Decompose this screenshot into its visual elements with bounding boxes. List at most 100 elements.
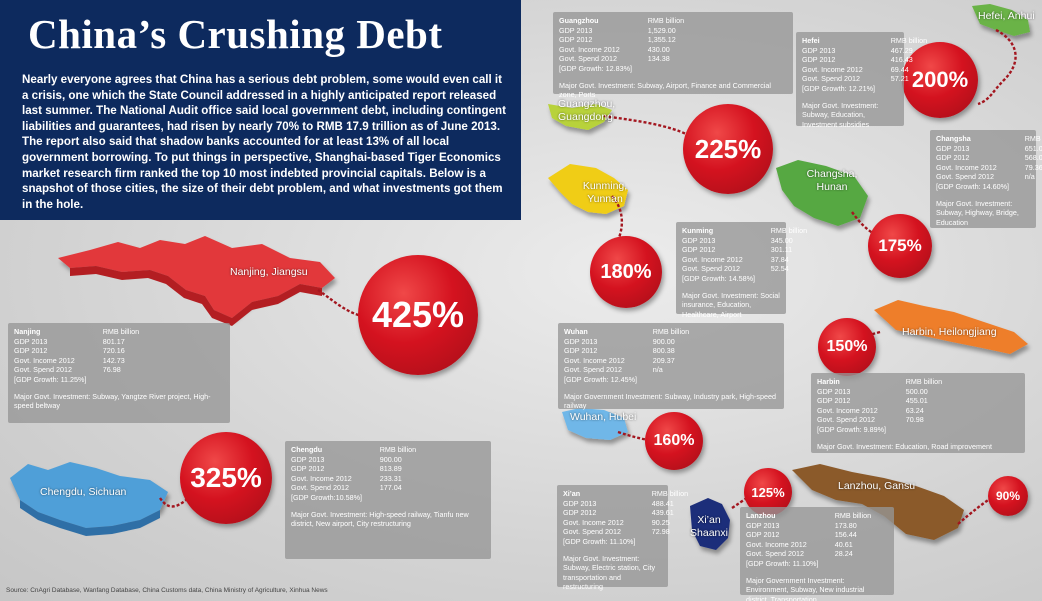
card-row-value: 1,355.12 [647,35,676,45]
card-row-value: 69.44 [890,64,909,74]
card-row-label: GDP 2012 [14,346,48,356]
card-row-value: 430.00 [647,44,670,54]
map-label-chengdu: Chengdu, Sichuan [40,486,127,498]
data-card-kunming: Kunming RMB billion GDP 2013 345.00 GDP 2012… [676,222,807,319]
card-row-value: 173.80 [834,520,857,530]
card-row: GDP 2012 813.89 [291,464,416,474]
card-row-label: Govt. Income 2012 [559,44,620,54]
card-row: Govt. Spend 2012 72.98 [563,527,688,537]
hubei-province-shape [562,408,628,440]
card-row: Govt. Income 2012 430.00 [559,45,684,55]
card-row: Govt. Income 2012 90.25 [563,518,688,528]
card-row-label: Govt. Income 2012 [817,405,878,415]
card-unit: RMB billion [890,36,928,45]
heilongjiang-province-shape [874,300,1028,354]
card-row-label: Govt. Spend 2012 [802,74,860,84]
card-table: Xi’an RMB billion GDP 2013 488.41 GDP 2012 43… [563,489,688,547]
card-row-value: 651.00 [1024,143,1042,153]
card-investment: Major Govt. Investment: Subway, Airport,… [559,80,771,100]
map-label-kunming: Kunming, Yunnan [582,180,628,205]
card-row-value: 1,529.00 [647,25,676,35]
debt-ratio-badge-hefei: 200% [902,42,978,118]
card-row-label: Govt. Income 2012 [746,539,807,549]
card-row: GDP 2012 455.01 [817,396,942,406]
card-row-label: Govt. Spend 2012 [559,54,617,64]
card-row-label: Govt. Spend 2012 [817,415,875,425]
card-row: GDP 2013 651.00 [936,144,1042,154]
map-label-harbin: Harbin, Heilongjiang [902,326,997,338]
card-row-label: Govt. Income 2012 [682,254,743,264]
data-card-wuhan: Wuhan RMB billion GDP 2013 900.00 GDP 2012 80… [558,323,784,410]
card-row: GDP 2012 301.11 [682,245,807,255]
card-gdp-growth: [GDP Growth: 11.10%] [563,536,636,546]
card-city-name: Chengdu [291,445,323,454]
card-row-label: Govt. Spend 2012 [564,365,622,375]
jiangsu-province-edge [70,266,322,326]
debt-ratio-badge-guangzhou: 225% [683,104,773,194]
card-table: Hefei RMB billion GDP 2013 467.29 GDP 2012 41… [802,36,927,94]
card-row-label: GDP 2013 [817,386,851,396]
card-row: Govt. Income 2012 142.73 [14,356,139,366]
debt-ratio-badge-nanjing: 425% [358,255,478,375]
card-row: Govt. Spend 2012 n/a [936,172,1042,182]
card-row: Govt. Spend 2012 57.21 [802,74,927,84]
card-unit: RMB billion [379,445,417,454]
card-unit: RMB billion [102,327,140,336]
card-investment: Major Govt. Investment: Social insurance… [682,290,780,319]
card-row-label: GDP 2013 [802,45,836,55]
data-card-lanzhou: Lanzhou RMB billion GDP 2013 173.80 GDP 2012… [740,507,894,601]
card-unit: RMB billion [834,511,872,520]
card-row: GDP 2012 416.43 [802,55,927,65]
data-card-harbin: Harbin RMB billion GDP 2013 500.00 GDP 2012 4… [811,373,1025,453]
debt-ratio-badge-harbin: 150% [818,318,876,376]
card-row-value: 63.24 [905,405,924,415]
card-row: GDP 2013 467.29 [802,46,927,56]
debt-ratio-badge-chengdu: 325% [180,432,272,524]
card-row-value: 52.54 [770,264,789,274]
gansu-province-shape [792,464,964,540]
map-label-guangzhou: Guangzhou, Guangdong [558,98,616,123]
card-unit: RMB billion [652,327,690,336]
card-gdp-growth: [GDP Growth:10.58%] [291,492,362,502]
card-row: Govt. Income 2012 69.44 [802,65,927,75]
card-row: GDP 2012 1,355.12 [559,35,684,45]
card-row-value: 813.89 [379,464,402,474]
card-table: Lanzhou RMB billion GDP 2013 173.80 GDP 2012… [746,511,871,569]
card-row-value: 568.06 [1024,153,1042,163]
card-row-label: GDP 2013 [563,498,597,508]
card-investment: Major Govt. Investment: Subway, Electric… [563,553,656,592]
card-unit: RMB billion [770,226,808,235]
card-row-label: Govt. Spend 2012 [682,264,740,274]
map-label-wuhan: Wuhan, Hubei [570,411,637,423]
card-unit: RMB billion [651,489,689,498]
card-gdp-growth: [GDP Growth: 12.83%] [559,63,632,73]
card-gdp-growth: [GDP Growth: 14.60%] [936,181,1009,191]
card-city-name: Hefei [802,36,820,45]
card-row: Govt. Spend 2012 177.04 [291,483,416,493]
card-row: Govt. Spend 2012 70.98 [817,415,942,425]
data-card-xian: Xi’an RMB billion GDP 2013 488.41 GDP 2012 43… [557,485,688,591]
card-city-name: Guangzhou [559,16,599,25]
card-row-value: 416.43 [890,55,913,65]
header-panel: China’s Crushing Debt Nearly everyone ag… [0,0,521,220]
card-row: GDP 2012 800.38 [564,346,689,356]
card-row: GDP 2012 439.61 [563,508,688,518]
card-row-label: Govt. Income 2012 [564,355,625,365]
card-row: GDP 2013 900.00 [291,455,416,465]
card-row: GDP 2012 720.16 [14,346,139,356]
card-row: Govt. Spend 2012 76.98 [14,365,139,375]
card-city-name: Harbin [817,377,840,386]
card-row-label: GDP 2012 [817,396,851,406]
card-row-value: 142.73 [102,355,125,365]
debt-ratio-badge-lanzhou: 90% [988,476,1028,516]
source-note: Source: CnAgri Database, Wanfang Databas… [6,587,328,594]
card-row-label: GDP 2013 [682,235,716,245]
map-label-xian: Xi’an Shaanxi [690,514,728,539]
card-row-value: 720.16 [102,346,125,356]
card-row-value: 488.41 [651,498,674,508]
card-row: GDP 2013 500.00 [817,387,942,397]
card-row-label: Govt. Income 2012 [802,64,863,74]
card-row-value: 90.25 [651,517,670,527]
